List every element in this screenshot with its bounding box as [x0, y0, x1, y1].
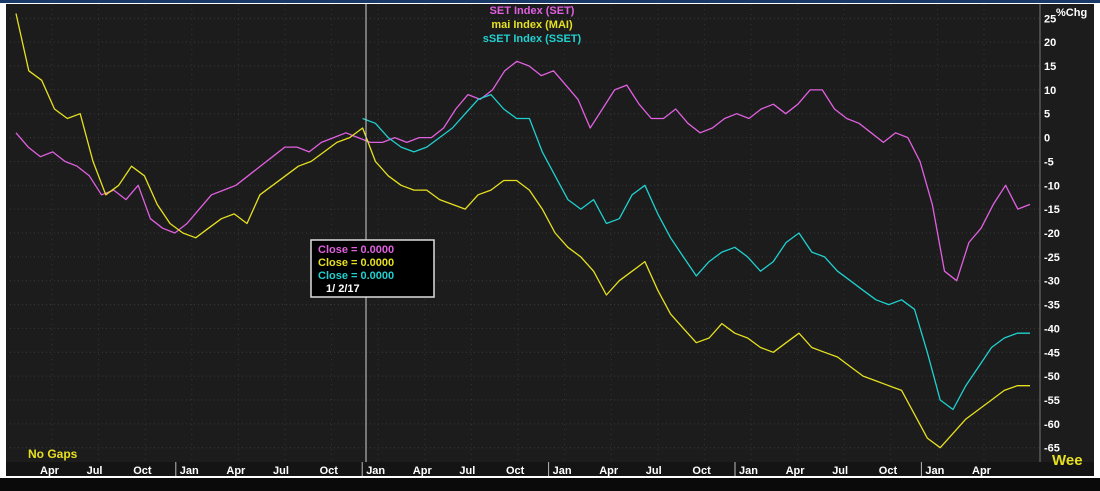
- y-tick-label: -5: [1044, 156, 1054, 168]
- y-tick-label: -20: [1044, 228, 1060, 240]
- x-tick-label: Apr: [40, 465, 60, 477]
- legend-entry: sSET Index (SSET): [483, 33, 582, 45]
- y-tick-label: 15: [1044, 61, 1056, 73]
- y-tick-label: 10: [1044, 85, 1056, 97]
- no-gaps-label: No Gaps: [28, 447, 78, 461]
- y-tick-label: -30: [1044, 276, 1060, 288]
- y-tick-label: 20: [1044, 37, 1056, 49]
- y-tick-label: -50: [1044, 371, 1060, 383]
- y-tick-label: -60: [1044, 419, 1060, 431]
- y-tick-label: -40: [1044, 323, 1060, 335]
- x-tick-label: Jul: [87, 465, 103, 477]
- tooltip-line: Close = 0.0000: [318, 257, 394, 269]
- y-tick-label: -15: [1044, 204, 1060, 216]
- tooltip-line: Close = 0.0000: [318, 244, 394, 256]
- tooltip-date: 1/ 2/17: [326, 283, 360, 295]
- legend-entry: SET Index (SET): [490, 5, 575, 17]
- x-tick-label: Jan: [366, 465, 385, 477]
- x-tick-label: Apr: [413, 465, 433, 477]
- x-tick-label: Jan: [739, 465, 758, 477]
- legend-entry: mai Index (MAI): [491, 19, 573, 31]
- period-label[interactable]: Wee: [1052, 452, 1083, 469]
- x-tick-label: Oct: [133, 465, 152, 477]
- x-tick-label: Oct: [506, 465, 525, 477]
- x-tick-label: Jul: [273, 465, 289, 477]
- series-line-3[interactable]: [362, 93, 1030, 411]
- series-line-1[interactable]: [15, 60, 1031, 282]
- y-axis-label: %Chg: [1056, 7, 1087, 19]
- x-tick-label: Jan: [553, 465, 572, 477]
- tooltip-line: Close = 0.0000: [318, 270, 394, 282]
- x-tick-label: Apr: [599, 465, 619, 477]
- y-tick-label: -55: [1044, 395, 1060, 407]
- series-line-2[interactable]: [15, 13, 1030, 449]
- y-tick-label: 0: [1044, 133, 1050, 145]
- x-tick-label: Apr: [972, 465, 992, 477]
- y-tick-label: -45: [1044, 347, 1060, 359]
- y-tick-label: -25: [1044, 252, 1060, 264]
- x-tick-label: Jul: [832, 465, 848, 477]
- y-tick-label: 5: [1044, 109, 1050, 121]
- x-tick-label: Oct: [692, 465, 711, 477]
- y-tick-label: -35: [1044, 300, 1060, 312]
- x-tick-label: Jul: [459, 465, 475, 477]
- y-tick-label: 25: [1044, 13, 1056, 25]
- x-tick-label: Oct: [879, 465, 898, 477]
- x-tick-label: Apr: [226, 465, 246, 477]
- x-tick-label: Jan: [925, 465, 944, 477]
- y-tick-label: -10: [1044, 180, 1060, 192]
- x-tick-label: Jan: [180, 465, 199, 477]
- y-tick-label: -65: [1044, 443, 1060, 455]
- x-tick-label: Apr: [786, 465, 806, 477]
- tooltip-box: [310, 239, 435, 298]
- x-tick-label: Jul: [646, 465, 662, 477]
- x-tick-label: Oct: [320, 465, 339, 477]
